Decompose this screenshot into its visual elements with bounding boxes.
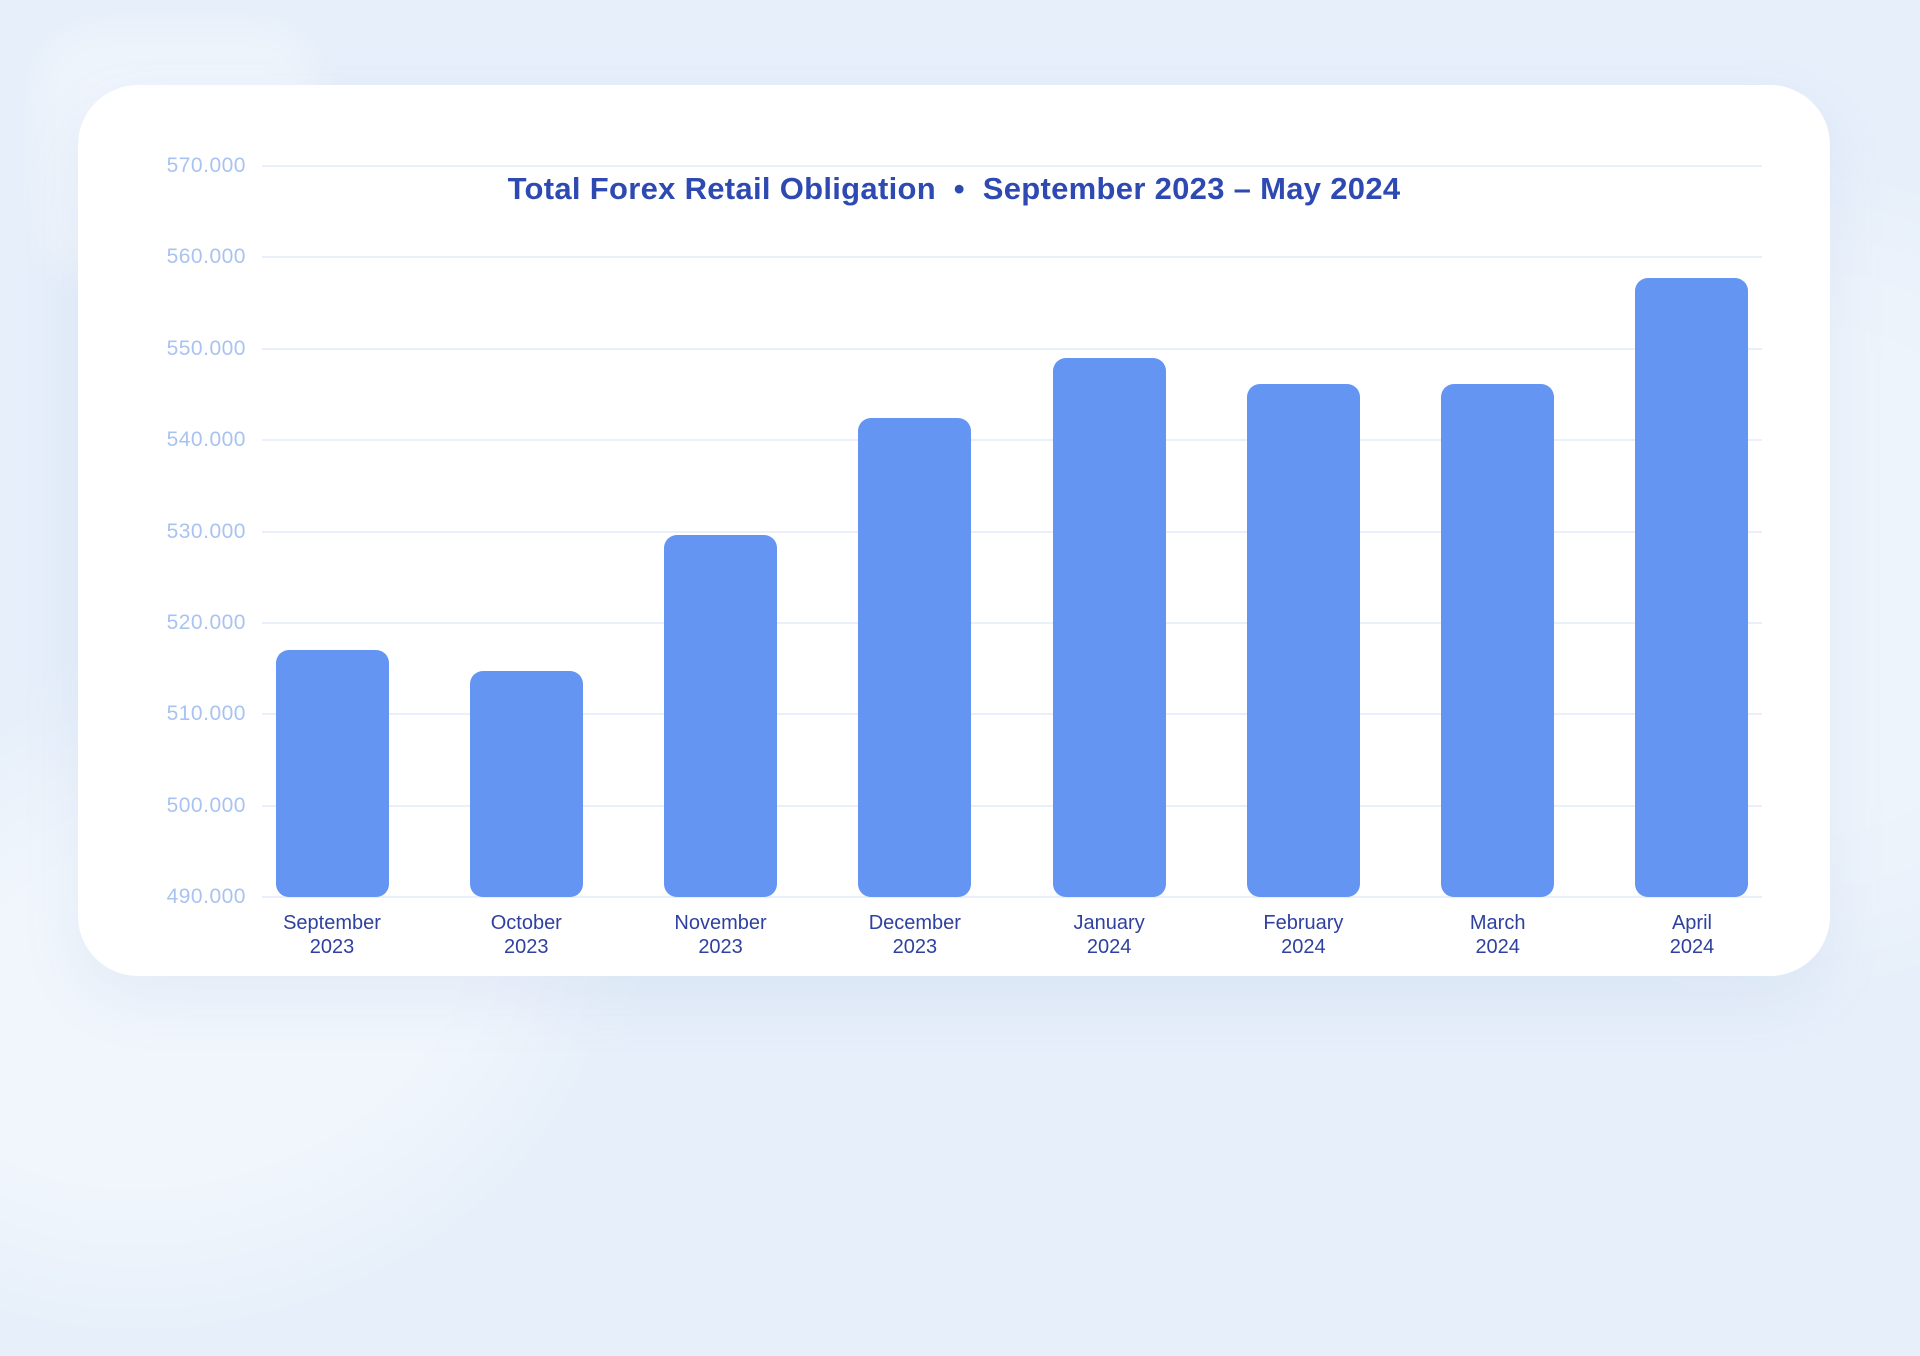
x-axis-label-month: April bbox=[1671, 912, 1712, 934]
gridline bbox=[262, 439, 1762, 442]
bar-december-2023 bbox=[858, 418, 972, 897]
bar-cell-february-2024 bbox=[1233, 166, 1373, 897]
bar-cell-april-2024 bbox=[1622, 166, 1762, 897]
bar-january-2024 bbox=[1052, 357, 1166, 897]
x-axis-label-month: March bbox=[1469, 912, 1526, 934]
x-axis-label-year: 2024 bbox=[1086, 936, 1132, 958]
gridline bbox=[262, 165, 1762, 167]
gridline bbox=[262, 713, 1762, 716]
x-axis-label-year: 2023 bbox=[504, 936, 549, 958]
x-axis-label-year: 2023 bbox=[892, 936, 938, 958]
x-axis-label-month: December bbox=[868, 912, 961, 934]
x-axis-label-year: 2023 bbox=[698, 936, 743, 958]
bar-cell-november-2023 bbox=[651, 166, 791, 897]
x-axis-label-month: September bbox=[283, 912, 381, 934]
x-axis-label-november-2023: November 2023 bbox=[651, 911, 791, 959]
gridline bbox=[262, 347, 1762, 350]
bar-cell-march-2024 bbox=[1428, 166, 1568, 897]
bar-cell-october-2023 bbox=[456, 166, 596, 897]
bar-cell-january-2024 bbox=[1039, 166, 1179, 897]
x-axis: September 2023 October 2023 November 2023 Dece… bbox=[262, 911, 1762, 959]
x-axis-label-february-2024: February 2024 bbox=[1233, 911, 1373, 959]
x-axis-label-year: 2024 bbox=[1475, 936, 1520, 958]
gridline bbox=[262, 621, 1762, 624]
y-axis-label: 520.000 bbox=[166, 610, 246, 634]
y-axis-label: 500.000 bbox=[166, 793, 246, 817]
x-axis-label-month: October bbox=[490, 912, 562, 934]
y-axis-label: 560.000 bbox=[166, 245, 246, 269]
x-axis-label-year: 2024 bbox=[1669, 936, 1715, 958]
chart-card: Total Forex Retail Obligation • Septembe… bbox=[78, 85, 1830, 976]
x-axis-label-march-2024: March 2024 bbox=[1428, 911, 1568, 959]
gridline bbox=[262, 530, 1762, 533]
x-axis-label-month: January bbox=[1073, 912, 1145, 934]
y-axis: 570.000 560.000 550.000 540.000 530.000 520.0… bbox=[118, 154, 246, 908]
x-axis-label-october-2023: October 2023 bbox=[456, 911, 596, 959]
x-axis-label-month: February bbox=[1263, 912, 1344, 934]
bar-cell-september-2023 bbox=[262, 166, 402, 897]
bar-october-2023 bbox=[469, 671, 583, 897]
y-axis-label: 550.000 bbox=[166, 336, 246, 360]
x-axis-label-december-2023: December 2023 bbox=[845, 911, 985, 959]
x-axis-label-year: 2024 bbox=[1281, 936, 1326, 958]
bar-march-2024 bbox=[1441, 384, 1555, 897]
y-axis-label: 570.000 bbox=[166, 154, 246, 177]
x-axis-label-january-2024: January 2024 bbox=[1039, 911, 1179, 959]
bar-february-2024 bbox=[1246, 384, 1360, 897]
bar-november-2023 bbox=[664, 535, 778, 897]
bars-row bbox=[262, 166, 1762, 897]
plot-area bbox=[262, 165, 1762, 898]
bar-september-2023 bbox=[275, 650, 389, 897]
y-axis-label: 510.000 bbox=[166, 702, 246, 726]
x-axis-label-month: November bbox=[674, 912, 767, 934]
y-axis-label: 490.000 bbox=[166, 885, 246, 908]
gridline bbox=[262, 256, 1762, 259]
x-axis-label-april-2024: April 2024 bbox=[1622, 911, 1762, 959]
y-axis-label: 530.000 bbox=[166, 519, 246, 543]
chart-title: Total Forex Retail Obligation • Septembe… bbox=[507, 171, 1401, 206]
x-axis-label-year: 2023 bbox=[309, 936, 355, 958]
gridline bbox=[262, 804, 1762, 807]
y-axis-label: 540.000 bbox=[166, 428, 246, 452]
bar-cell-december-2023 bbox=[845, 166, 985, 897]
x-axis-label-september-2023: September 2023 bbox=[262, 911, 402, 959]
gridline bbox=[262, 896, 1762, 898]
bar-april-2024 bbox=[1635, 278, 1749, 897]
